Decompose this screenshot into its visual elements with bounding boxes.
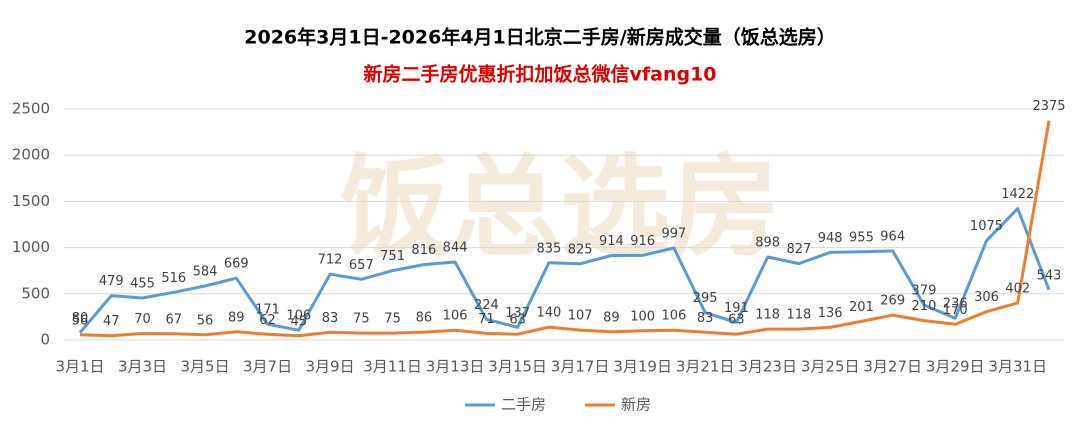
data-label: 479	[99, 274, 124, 289]
data-label: 47	[103, 314, 120, 329]
x-tick-label: 3月15日	[488, 358, 547, 376]
data-label: 516	[161, 271, 186, 286]
chart-title: 2026年3月1日-2026年4月1日北京二手房/新房成交量（饭总选房）	[244, 26, 835, 49]
data-label: 86	[416, 311, 433, 326]
data-label: 137	[505, 306, 530, 321]
x-tick-label: 3月21日	[676, 358, 735, 376]
data-label: 118	[755, 308, 780, 323]
y-tick-label: 1000	[12, 238, 50, 256]
data-label: 712	[318, 253, 343, 268]
data-label: 106	[443, 309, 468, 324]
x-tick-label: 3月1日	[55, 358, 104, 376]
x-tick-label: 3月23日	[738, 358, 797, 376]
data-label: 2375	[1032, 99, 1065, 114]
data-label: 191	[724, 301, 749, 316]
data-label: 898	[755, 236, 780, 251]
y-tick-label: 2000	[12, 146, 50, 164]
data-label: 295	[693, 291, 718, 306]
data-label: 62	[259, 313, 276, 328]
data-label: 669	[224, 257, 249, 272]
x-tick-label: 3月13日	[426, 358, 485, 376]
x-tick-label: 3月31日	[988, 358, 1047, 376]
data-label: 89	[228, 310, 245, 325]
data-label: 63	[509, 313, 526, 328]
data-label: 56	[197, 313, 214, 328]
data-label: 224	[474, 298, 499, 313]
data-label: 948	[818, 231, 843, 246]
data-label: 1422	[1001, 187, 1034, 202]
data-label: 1075	[970, 219, 1003, 234]
data-label: 835	[536, 241, 561, 256]
y-tick-label: 1500	[12, 192, 50, 210]
data-label: 584	[193, 265, 218, 280]
data-label: 107	[568, 309, 593, 324]
data-label: 751	[380, 249, 405, 264]
data-label: 455	[130, 276, 155, 291]
y-tick-label: 2500	[12, 100, 50, 118]
data-label: 89	[603, 310, 620, 325]
data-label: 955	[849, 230, 874, 245]
x-tick-label: 3月19日	[613, 358, 672, 376]
data-label: 236	[943, 297, 968, 312]
data-label: 63	[728, 313, 745, 328]
data-label: 71	[478, 312, 495, 327]
data-label: 136	[818, 306, 843, 321]
data-label: 106	[286, 309, 311, 324]
data-label: 75	[353, 312, 370, 327]
data-label: 56	[72, 313, 89, 328]
data-label: 100	[630, 309, 655, 324]
data-label: 118	[787, 308, 812, 323]
x-tick-label: 3月9日	[306, 358, 355, 376]
x-tick-label: 3月29日	[926, 358, 985, 376]
series-line	[79, 120, 1051, 338]
data-label: 170	[943, 303, 968, 318]
x-tick-label: 3月3日	[118, 358, 167, 376]
x-tick-label: 3月5日	[180, 358, 229, 376]
data-label: 306	[974, 290, 999, 305]
watermark: 饭总选房	[340, 143, 780, 271]
data-label: 379	[912, 283, 937, 298]
y-tick-label: 500	[21, 284, 50, 302]
chart-subtitle: 新房二手房优惠折扣加饭总微信vfang10	[363, 63, 716, 86]
series-line	[78, 207, 1051, 334]
data-label: 106	[661, 309, 686, 324]
legend-label: 二手房	[501, 396, 546, 414]
x-tick-label: 3月7日	[243, 358, 292, 376]
x-tick-label: 3月27日	[863, 358, 922, 376]
data-label: 657	[349, 258, 374, 273]
data-label: 269	[880, 294, 905, 309]
x-tick-label: 3月11日	[363, 358, 422, 376]
legend-label: 新房	[621, 396, 651, 414]
data-label: 825	[568, 242, 593, 257]
data-label: 80	[72, 311, 89, 326]
data-label: 916	[630, 234, 655, 249]
data-label: 75	[384, 312, 401, 327]
data-label: 171	[255, 303, 280, 318]
x-tick-label: 3月17日	[551, 358, 610, 376]
y-tick-label: 0	[40, 331, 50, 349]
data-label: 201	[849, 300, 874, 315]
data-label: 844	[443, 241, 468, 256]
data-label: 997	[661, 226, 686, 241]
data-label: 83	[322, 311, 339, 326]
data-label: 210	[912, 299, 937, 314]
data-label: 70	[134, 312, 151, 327]
data-label: 45	[291, 314, 308, 329]
data-label: 816	[411, 243, 436, 258]
data-label: 402	[1005, 281, 1030, 296]
data-label: 827	[787, 242, 812, 257]
x-tick-label: 3月25日	[801, 358, 860, 376]
data-label: 964	[880, 229, 905, 244]
data-label: 83	[697, 311, 714, 326]
data-label: 914	[599, 234, 624, 249]
data-label: 67	[166, 312, 183, 327]
data-label: 140	[536, 306, 561, 321]
data-label: 543	[1037, 268, 1062, 283]
